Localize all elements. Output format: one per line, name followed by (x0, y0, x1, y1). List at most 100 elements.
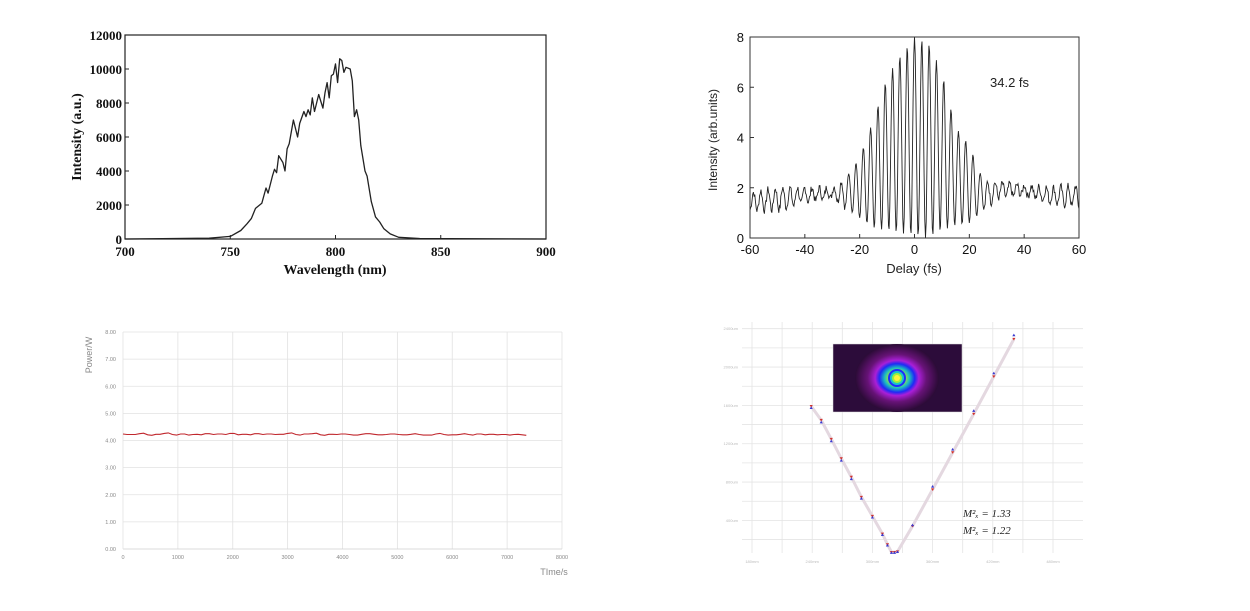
y-tick-label: 0 (116, 232, 123, 247)
y-tick-label: 5.00 (105, 411, 116, 417)
data-point-y (839, 459, 843, 462)
x-tick-label: 700 (115, 244, 135, 259)
y-tick-label: 7.00 (105, 357, 116, 363)
y-tick-label: 4000 (96, 164, 122, 179)
data-point-x (849, 475, 853, 479)
data-point-x (829, 437, 833, 441)
x-tick-label: -40 (795, 242, 814, 257)
x-tick-label: 360mm (926, 559, 940, 564)
x-tick-label: 850 (431, 244, 451, 259)
y-tick-label: 0.00 (105, 547, 116, 553)
data-point-y (910, 523, 915, 527)
y-tick-label: 12000 (90, 28, 123, 43)
beam-quality-chart: 180mm 240mm 300mm 360mm 420mm 480mm 400um 800um… (724, 322, 1083, 564)
x-axis-label: Wavelength (nm) (283, 263, 386, 278)
x-tick-label: 8000 (556, 555, 568, 561)
y-axis-label: Intensity (arb.units) (706, 89, 720, 191)
data-point-y (829, 439, 833, 443)
x-tick-label: 800 (326, 244, 346, 259)
data-point-x (992, 375, 996, 378)
x-tick-label: 750 (221, 244, 241, 259)
y-tick-label: 1600um (724, 403, 739, 408)
data-point-y (880, 533, 885, 536)
data-point-y (972, 409, 976, 412)
x-tick-label: 0 (121, 555, 124, 561)
y-tick-label: 2000 (96, 198, 122, 213)
data-point-y (892, 551, 897, 554)
data-point-y (809, 406, 813, 409)
fit-curve (809, 338, 1016, 554)
y-tick-label: 10000 (90, 62, 123, 77)
y-tick-label: 2400um (724, 326, 739, 331)
x-tick-label: 900 (536, 244, 556, 259)
x-tick-label: 1000 (172, 555, 184, 561)
data-point-y (819, 420, 823, 424)
y-tick-label: 400um (726, 518, 739, 523)
data-point-x (809, 404, 813, 408)
x-tick-label: 180mm (745, 559, 759, 564)
y-axis-label: Intensity (a.u.) (70, 93, 85, 181)
x-tick-label: 60 (1072, 242, 1086, 257)
y-tick-label: 8000 (96, 96, 122, 111)
data-point-y (859, 496, 863, 500)
x-tick-label: 0 (911, 242, 918, 257)
data-point-x (951, 451, 955, 454)
data-point-y (870, 515, 874, 519)
x-tick-label: 40 (1017, 242, 1031, 257)
data-point-y (885, 543, 890, 547)
y-tick-label: 3.00 (105, 466, 116, 472)
data-point-y (951, 447, 955, 451)
y-tick-label: 4 (737, 131, 744, 146)
beam-core (894, 375, 900, 381)
data-point-y (889, 551, 894, 554)
x-tick-label: 5000 (391, 555, 403, 561)
x-tick-label: 4000 (336, 555, 348, 561)
y-tick-label: 2 (737, 181, 744, 196)
y-tick-label: 0 (737, 231, 744, 246)
x-tick-label: 3000 (282, 555, 294, 561)
x-axis-label: TIme/s (540, 567, 568, 577)
x-tick-label: 7000 (501, 555, 513, 561)
y-tick-label: 6 (737, 80, 744, 95)
data-point-y (895, 550, 900, 554)
spectrum-chart: 700 750 800 850 900 0 2000 4000 6000 8000 10000 120… (70, 28, 556, 278)
x-tick-label: 420mm (986, 559, 1000, 564)
plot-frame (749, 36, 1080, 239)
data-point-x (972, 412, 976, 416)
y-tick-label: 1200um (724, 441, 739, 446)
spectrum-line (124, 58, 547, 240)
data-point-x (839, 457, 843, 460)
x-tick-label: 480mm (1046, 559, 1060, 564)
m2-y-annotation: M²ₓ = 1.22 (962, 525, 1011, 537)
y-tick-label: 6000 (96, 130, 122, 145)
x-axis-label: Delay (fs) (886, 261, 942, 276)
x-tick-label: -20 (850, 242, 869, 257)
beam-profile-inset (832, 343, 963, 413)
power-line (122, 432, 527, 436)
data-point-x (819, 418, 823, 422)
y-tick-label: 6.00 (105, 384, 116, 390)
autocorrelation-chart: -60 -40 -20 0 20 40 60 0 2 4 6 8 Delay (fs) Intensity… (706, 30, 1086, 276)
y-tick-label: 4.00 (105, 439, 116, 445)
y-tick-label: 8.00 (105, 330, 116, 336)
y-tick-label: 8 (737, 30, 744, 45)
data-point-x (931, 488, 935, 491)
x-tick-label: 240mm (806, 559, 820, 564)
y-tick-label: 800um (726, 480, 739, 485)
x-tick-label: 2000 (227, 555, 239, 561)
data-point-x (1012, 337, 1016, 341)
x-tick-label: 20 (962, 242, 976, 257)
x-tick-label: 6000 (446, 555, 458, 561)
data-point-y (992, 371, 996, 375)
m2-x-annotation: M²ₓ = 1.33 (962, 508, 1011, 520)
pulse-width-annotation: 34.2 fs (990, 75, 1030, 90)
y-tick-label: 1.00 (105, 520, 116, 526)
x-tick-label: 300mm (866, 559, 880, 564)
data-point-y (931, 484, 935, 488)
y-axis-label: Power/W (84, 336, 94, 373)
data-point-y (849, 477, 853, 481)
y-tick-label: 2.00 (105, 493, 116, 499)
x-tick-label: -60 (741, 242, 760, 257)
autocorrelation-trace (749, 36, 1080, 238)
